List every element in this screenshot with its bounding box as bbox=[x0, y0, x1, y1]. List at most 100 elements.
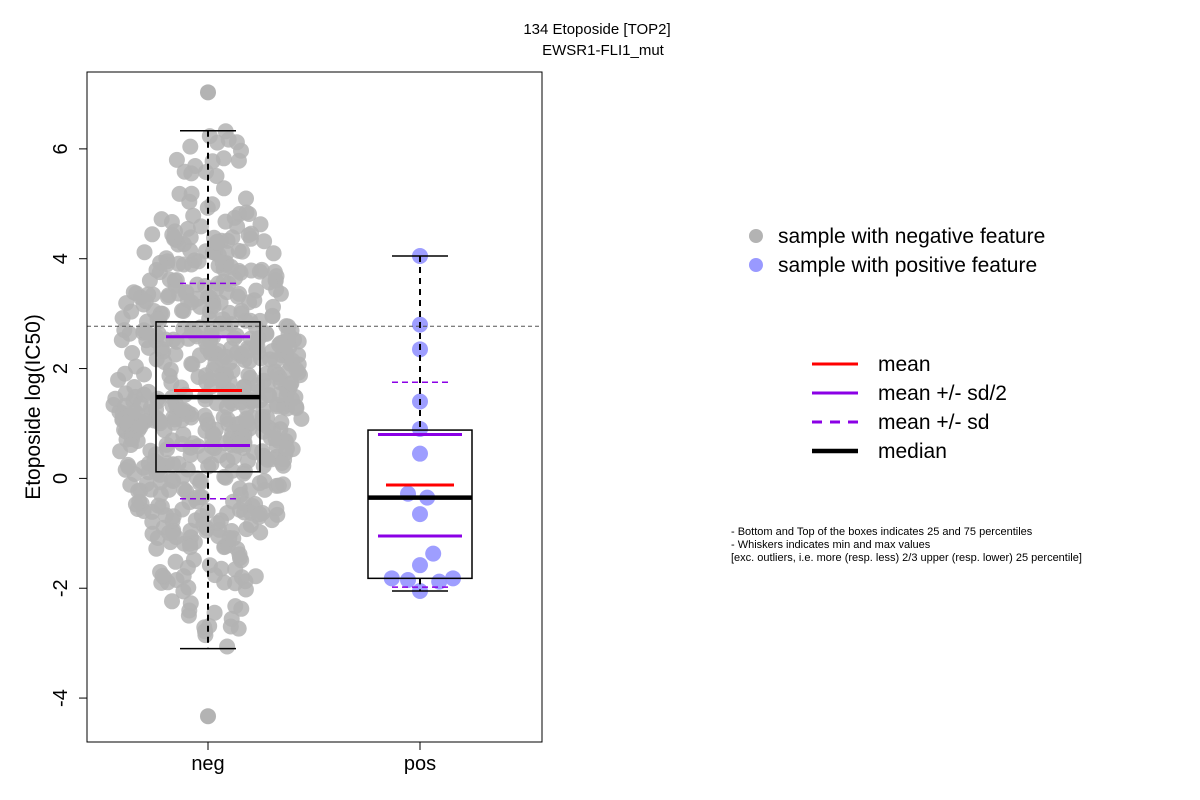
box-layer bbox=[155, 130, 473, 650]
neg-point bbox=[198, 164, 214, 180]
pos-point bbox=[412, 557, 428, 574]
y-tick-label: 2 bbox=[50, 363, 72, 374]
neg-point bbox=[107, 390, 124, 407]
neg-point bbox=[253, 261, 270, 278]
neg-point bbox=[264, 307, 281, 324]
neg-point bbox=[182, 242, 199, 259]
neg-point bbox=[168, 151, 185, 168]
neg-point bbox=[168, 572, 185, 588]
neg-point bbox=[256, 233, 273, 250]
neg-point bbox=[217, 348, 234, 365]
y-tick-label: -2 bbox=[50, 579, 72, 597]
notes: - Bottom and Top of the boxes indicates … bbox=[731, 526, 1082, 564]
neg-point bbox=[192, 489, 209, 506]
y-axis-label: Etoposide log(IC50) bbox=[22, 314, 45, 500]
neg-point bbox=[206, 427, 222, 444]
neg-point bbox=[235, 379, 252, 395]
neg-point bbox=[175, 303, 192, 319]
x-tick-label-neg: neg bbox=[191, 753, 224, 775]
note-line: [exc. outliers, i.e. more (resp. less) 2… bbox=[731, 552, 1082, 564]
neg-point bbox=[275, 476, 292, 493]
neg-point bbox=[201, 557, 218, 574]
neg-point bbox=[189, 290, 206, 307]
legend-point-label: sample with negative feature bbox=[778, 225, 1045, 248]
neg-point bbox=[114, 310, 131, 327]
pos-point bbox=[425, 545, 442, 562]
neg-point bbox=[154, 567, 171, 584]
neg-point bbox=[190, 369, 207, 385]
neg-point bbox=[163, 471, 180, 488]
box-pos bbox=[367, 255, 473, 592]
y-tick-label: 0 bbox=[50, 473, 72, 484]
neg-point bbox=[124, 345, 141, 361]
legend-point-marker bbox=[749, 258, 763, 272]
legend-line-label: mean +/- sd bbox=[878, 411, 989, 434]
neg-point bbox=[152, 415, 169, 432]
points-layer bbox=[105, 84, 461, 725]
legend-line-label: median bbox=[878, 440, 947, 463]
pos-point bbox=[412, 506, 428, 523]
chart-subtitle: EWSR1-FLI1_mut bbox=[542, 42, 665, 59]
neg-point bbox=[223, 610, 240, 627]
neg-point bbox=[283, 375, 300, 392]
neg-point bbox=[247, 568, 264, 585]
neg-point bbox=[251, 475, 268, 492]
neg-point bbox=[224, 229, 241, 246]
neg-point bbox=[252, 216, 269, 233]
neg-point bbox=[140, 339, 157, 356]
neg-point bbox=[231, 480, 248, 497]
neg-outlier-point bbox=[200, 708, 216, 725]
neg-point bbox=[210, 528, 227, 545]
neg-point bbox=[196, 448, 213, 465]
pos-point bbox=[412, 445, 428, 462]
y-tick-label: 4 bbox=[50, 253, 72, 264]
neg-point bbox=[144, 226, 161, 243]
neg-point bbox=[237, 581, 254, 598]
neg-point bbox=[219, 638, 236, 655]
neg-point bbox=[173, 401, 190, 418]
neg-point bbox=[278, 440, 295, 457]
neg-point bbox=[224, 462, 241, 479]
neg-point bbox=[196, 407, 213, 424]
legend-line-label: mean +/- sd/2 bbox=[878, 382, 1007, 405]
neg-point bbox=[135, 322, 152, 339]
neg-point bbox=[254, 412, 271, 429]
neg-point bbox=[165, 414, 182, 431]
neg-point bbox=[201, 618, 218, 634]
neg-point bbox=[229, 288, 246, 305]
neg-point bbox=[281, 339, 298, 356]
neg-point bbox=[218, 399, 235, 415]
neg-point bbox=[136, 244, 153, 261]
neg-point bbox=[132, 419, 149, 435]
neg-point bbox=[238, 190, 254, 207]
neg-point bbox=[168, 272, 185, 289]
neg-point bbox=[164, 593, 180, 610]
neg-point bbox=[201, 128, 218, 145]
neg-point bbox=[182, 138, 199, 155]
legend: sample with negative feature sample with … bbox=[749, 225, 1045, 463]
neg-point bbox=[178, 483, 195, 500]
neg-point bbox=[185, 207, 202, 224]
neg-point bbox=[215, 311, 231, 328]
neg-point bbox=[223, 258, 239, 275]
neg-point bbox=[220, 415, 237, 432]
neg-point bbox=[137, 293, 154, 310]
neg-point bbox=[258, 365, 275, 382]
neg-point bbox=[179, 559, 196, 576]
neg-point bbox=[269, 506, 286, 523]
neg-point bbox=[267, 352, 284, 369]
neg-outlier-point bbox=[200, 84, 216, 101]
neg-point bbox=[164, 524, 181, 541]
neg-point bbox=[192, 473, 209, 490]
neg-point bbox=[206, 604, 223, 621]
neg-point bbox=[248, 282, 265, 299]
neg-point bbox=[153, 211, 170, 228]
neg-point bbox=[149, 311, 166, 327]
neg-point bbox=[181, 602, 198, 619]
neg-point bbox=[125, 284, 142, 301]
neg-point bbox=[225, 493, 242, 510]
neg-point bbox=[119, 414, 136, 431]
note-line: - Bottom and Top of the boxes indicates … bbox=[731, 526, 1033, 538]
neg-point bbox=[240, 452, 256, 469]
